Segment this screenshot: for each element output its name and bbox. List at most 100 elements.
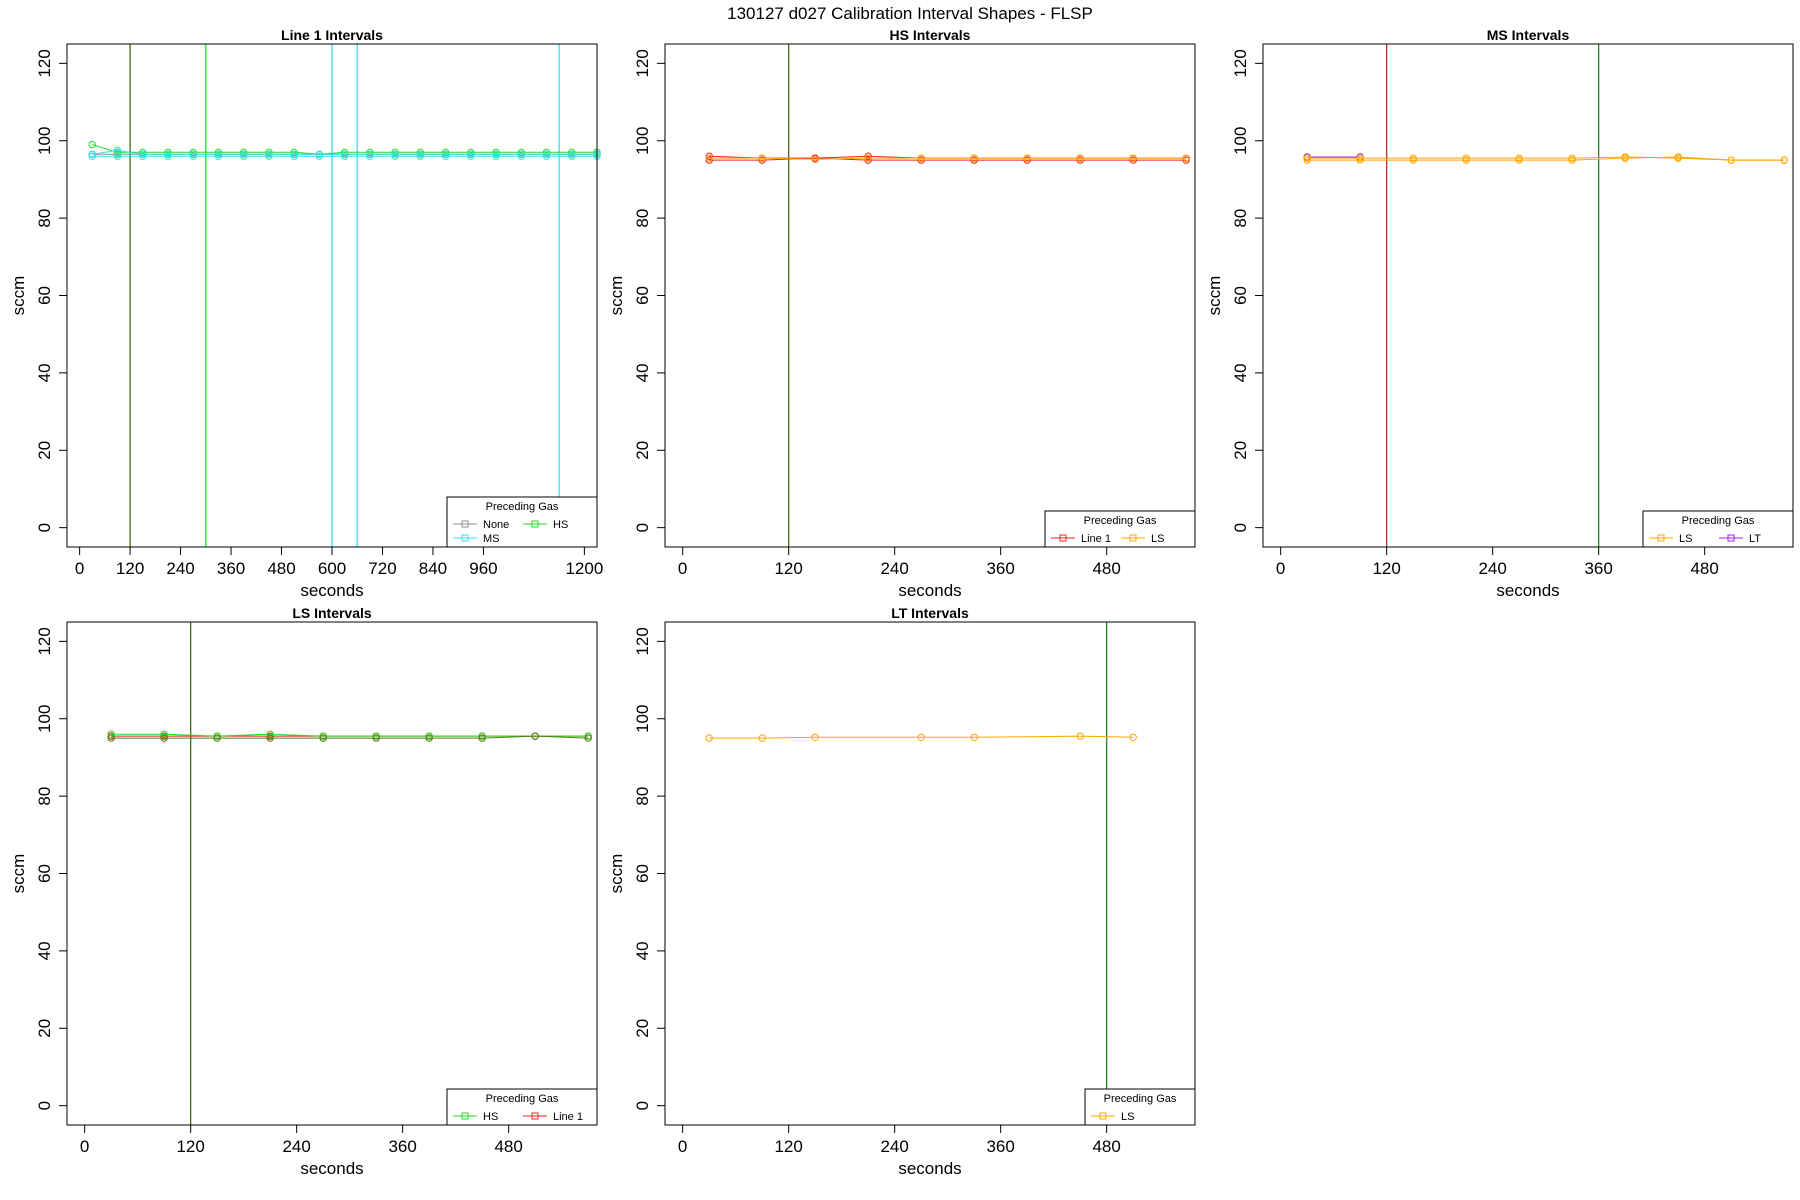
data-point (189, 148, 197, 157)
legend-entry-label: HS (553, 519, 568, 531)
data-point (1356, 156, 1364, 164)
x-tick-label: 1200 (565, 559, 603, 578)
data-point (425, 734, 433, 742)
data-point (239, 148, 248, 157)
data-point (416, 150, 425, 158)
data-point (467, 148, 475, 157)
data-point (492, 152, 500, 160)
data-point (88, 152, 96, 160)
series-line (709, 735, 1134, 739)
data-point (266, 734, 274, 742)
data-point (542, 152, 551, 160)
data-point (864, 156, 872, 164)
data-point (1568, 154, 1576, 162)
data-point (139, 152, 147, 160)
legend-swatch-marker (531, 520, 539, 528)
data-point (160, 730, 168, 738)
legend-entry-label: LS (1679, 533, 1692, 545)
series-line (92, 149, 597, 155)
data-point (391, 150, 399, 158)
y-tick-label: 100 (1231, 127, 1250, 155)
chart-panel-3: MS Intervals 0 120 240 360 480 seconds 0 20 40 60 8… (1205, 27, 1794, 600)
data-point (164, 148, 172, 157)
data-point (917, 156, 925, 164)
data-point (1023, 154, 1031, 162)
data-point (1462, 156, 1470, 164)
y-tick-label: 120 (633, 49, 652, 77)
legend-title: Preceding Gas (486, 501, 559, 513)
data-point (164, 150, 172, 158)
data-point (213, 734, 221, 742)
legend-title: Preceding Gas (1104, 1093, 1177, 1105)
y-tick-label: 60 (1231, 286, 1250, 305)
x-tick-label: 120 (774, 559, 802, 578)
data-point (568, 150, 576, 158)
data-point (492, 148, 500, 157)
plot-frame (1262, 43, 1794, 548)
x-tick-label: 360 (1584, 559, 1612, 578)
data-point (1727, 156, 1735, 164)
data-point (1076, 156, 1084, 164)
x-tick-label: 480 (1092, 559, 1120, 578)
data-point (568, 152, 576, 160)
chart-title: MS Intervals (1487, 27, 1570, 43)
data-point (864, 152, 872, 160)
legend: Preceding Gas Line 1 LS (1044, 510, 1196, 548)
data-point (107, 730, 115, 738)
data-point (1129, 733, 1137, 742)
x-tick-label: 360 (986, 1137, 1014, 1156)
y-tick-label: 0 (633, 1101, 652, 1110)
y-axis-label: sccm (1205, 276, 1224, 316)
y-tick-label: 60 (35, 864, 54, 883)
x-tick-label: 480 (1690, 559, 1718, 578)
data-point (542, 150, 551, 158)
legend-swatch-marker (461, 534, 469, 542)
data-point (107, 732, 115, 740)
series-line (1307, 156, 1785, 161)
x-tick-label: 120 (116, 559, 144, 578)
data-point (705, 156, 713, 164)
legend: Preceding Gas HS Line 1 (446, 1088, 598, 1126)
y-tick-label: 40 (1231, 363, 1250, 382)
data-point (372, 734, 380, 742)
y-tick-label: 20 (35, 441, 54, 460)
data-point (1182, 154, 1190, 162)
data-point (160, 734, 168, 742)
data-point (425, 732, 433, 740)
x-tick-label: 120 (774, 1137, 802, 1156)
data-point (340, 148, 349, 157)
x-tick-label: 0 (75, 559, 84, 578)
data-point (584, 732, 592, 740)
data-point (517, 152, 525, 160)
data-point (239, 150, 248, 158)
data-point (290, 148, 298, 157)
data-point (917, 154, 925, 162)
data-point (214, 152, 223, 160)
data-point (478, 734, 486, 742)
x-tick-label: 720 (368, 559, 396, 578)
y-tick-label: 40 (633, 941, 652, 960)
y-tick-label: 60 (633, 864, 652, 883)
data-point (517, 148, 525, 157)
chart-panel-5: LT Intervals 0 120 240 360 480 seconds 0 20 40 60 8… (607, 605, 1196, 1178)
y-tick-label: 80 (35, 209, 54, 228)
data-point (239, 152, 248, 160)
data-point (266, 730, 274, 738)
legend-entry-label: HS (483, 1111, 498, 1123)
legend-title: Preceding Gas (1084, 515, 1157, 527)
data-point (88, 140, 96, 149)
data-point (864, 154, 872, 162)
data-point (584, 734, 592, 742)
legend-swatch-marker (461, 1112, 469, 1120)
data-point (160, 732, 168, 740)
data-point (758, 154, 766, 162)
data-point (266, 732, 274, 740)
x-tick-label: 240 (166, 559, 194, 578)
data-point (1462, 154, 1470, 162)
data-point (88, 150, 96, 158)
x-tick-label: 240 (1478, 559, 1506, 578)
x-tick-label: 840 (419, 559, 447, 578)
data-point (467, 152, 475, 160)
legend-entry-label: Line 1 (553, 1111, 583, 1123)
data-point (1076, 154, 1084, 162)
